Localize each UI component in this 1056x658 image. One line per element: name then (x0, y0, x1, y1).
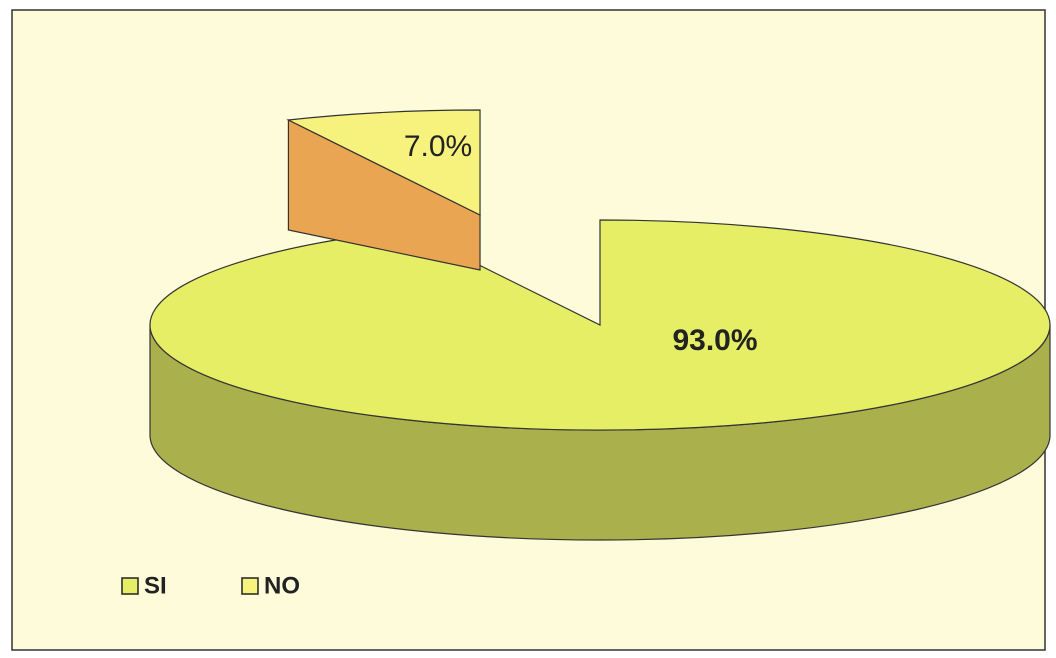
pie-slice (286, 109, 481, 216)
legend-label: NO (264, 572, 300, 599)
data-label: 93.0% (672, 324, 757, 357)
legend-label: SI (144, 572, 167, 599)
legend-swatch (121, 577, 139, 595)
pie-slice (149, 219, 1051, 431)
data-label: 7.0% (404, 130, 472, 163)
legend-swatch (241, 577, 259, 595)
